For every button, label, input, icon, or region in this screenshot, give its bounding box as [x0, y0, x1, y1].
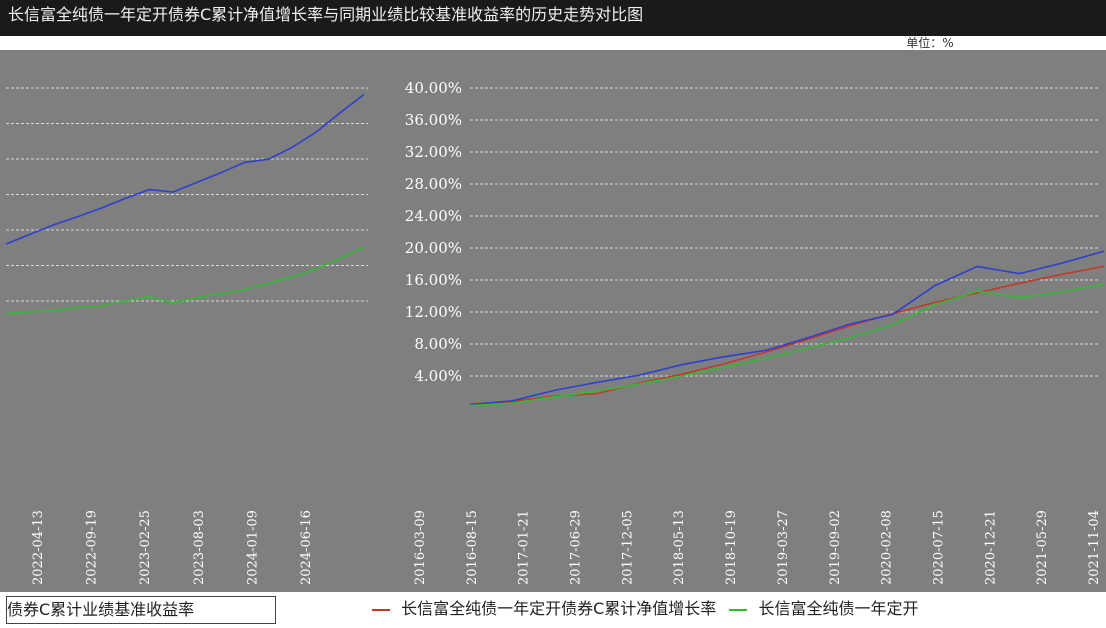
legend-items: 长信富全纯债一年定开债券C累计净值增长率 长信富全纯债一年定开: [372, 596, 1102, 622]
right-x-tick-label: 2020-07-15: [932, 510, 947, 585]
y-tick-label: 24.00%: [405, 207, 462, 225]
y-tick-label: 16.00%: [405, 271, 462, 289]
left-x-tick-label: 2022-09-19: [85, 510, 100, 585]
right-x-tick-label: 2017-06-29: [569, 510, 584, 585]
left-series-0: [5, 93, 365, 245]
right-x-tick-label: 2016-03-09: [413, 510, 428, 585]
right-x-tick-label: 2018-05-13: [672, 510, 687, 585]
right-x-tick-label: 2020-12-21: [983, 510, 998, 585]
y-tick-label: 4.00%: [414, 367, 462, 385]
legend-item-1: 长信富全纯债一年定开: [729, 596, 918, 622]
y-tick-label: 40.00%: [405, 79, 462, 97]
left-x-tick-label: 2023-02-25: [138, 510, 153, 585]
left-x-tick-label: 2022-04-13: [31, 510, 46, 585]
chart-canvas: 40.00% 36.00% 32.00% 28.00% 24.00% 20.00% 16.0…: [5, 79, 1105, 585]
right-x-tick-label: 2021-05-29: [1035, 510, 1050, 585]
right-series-1: [469, 250, 1105, 406]
right-x-tick-label: 2021-11-04: [1087, 510, 1102, 585]
right-x-tick-label: 2016-08-15: [465, 510, 480, 585]
legend-label-1: 长信富全纯债一年定开: [758, 599, 919, 618]
y-tick-label: 12.00%: [405, 303, 462, 321]
right-series-2: [469, 283, 1105, 407]
y-tick-label: 32.00%: [405, 143, 462, 161]
legend-swatch-1: [729, 608, 748, 611]
left-series-1: [5, 246, 365, 315]
legend: 债券C累计业绩基准收益率 长信富全纯债一年定开债券C累计净值增长率 长信富全纯债…: [0, 592, 1106, 628]
title-bar: 长信富全纯债一年定开债券C累计净值增长率与同期业绩比较基准收益率的历史走势对比图: [0, 0, 1106, 36]
right-series-0: [469, 265, 1105, 405]
right-x-tick-label: 2017-12-05: [620, 510, 635, 585]
legend-left-fragment: 债券C累计业绩基准收益率: [6, 596, 276, 624]
right-x-tick-label: 2019-03-27: [776, 510, 791, 585]
legend-item-0: 长信富全纯债一年定开债券C累计净值增长率: [372, 596, 716, 622]
legend-label-0: 长信富全纯债一年定开债券C累计净值增长率: [401, 599, 717, 618]
left-x-tick-label: 2023-08-03: [192, 510, 207, 585]
legend-swatch-0: [372, 608, 390, 611]
y-tick-label: 28.00%: [405, 175, 462, 193]
y-tick-label: 20.00%: [405, 239, 462, 257]
unit-label: 单位：%: [906, 36, 954, 50]
title-underband: [0, 36, 1106, 50]
y-tick-label: 36.00%: [405, 111, 462, 129]
chart-title: 长信富全纯债一年定开债券C累计净值增长率与同期业绩比较基准收益率的历史走势对比图: [8, 5, 644, 24]
right-x-tick-label: 2020-02-08: [880, 510, 895, 585]
right-x-tick-label: 2019-09-02: [828, 510, 843, 585]
right-x-tick-label: 2018-10-19: [724, 510, 739, 585]
y-tick-label: 8.00%: [414, 335, 462, 353]
left-x-tick-label: 2024-06-16: [299, 510, 314, 585]
left-x-tick-label: 2024-01-09: [245, 510, 260, 585]
right-x-tick-label: 2017-01-21: [517, 510, 532, 585]
